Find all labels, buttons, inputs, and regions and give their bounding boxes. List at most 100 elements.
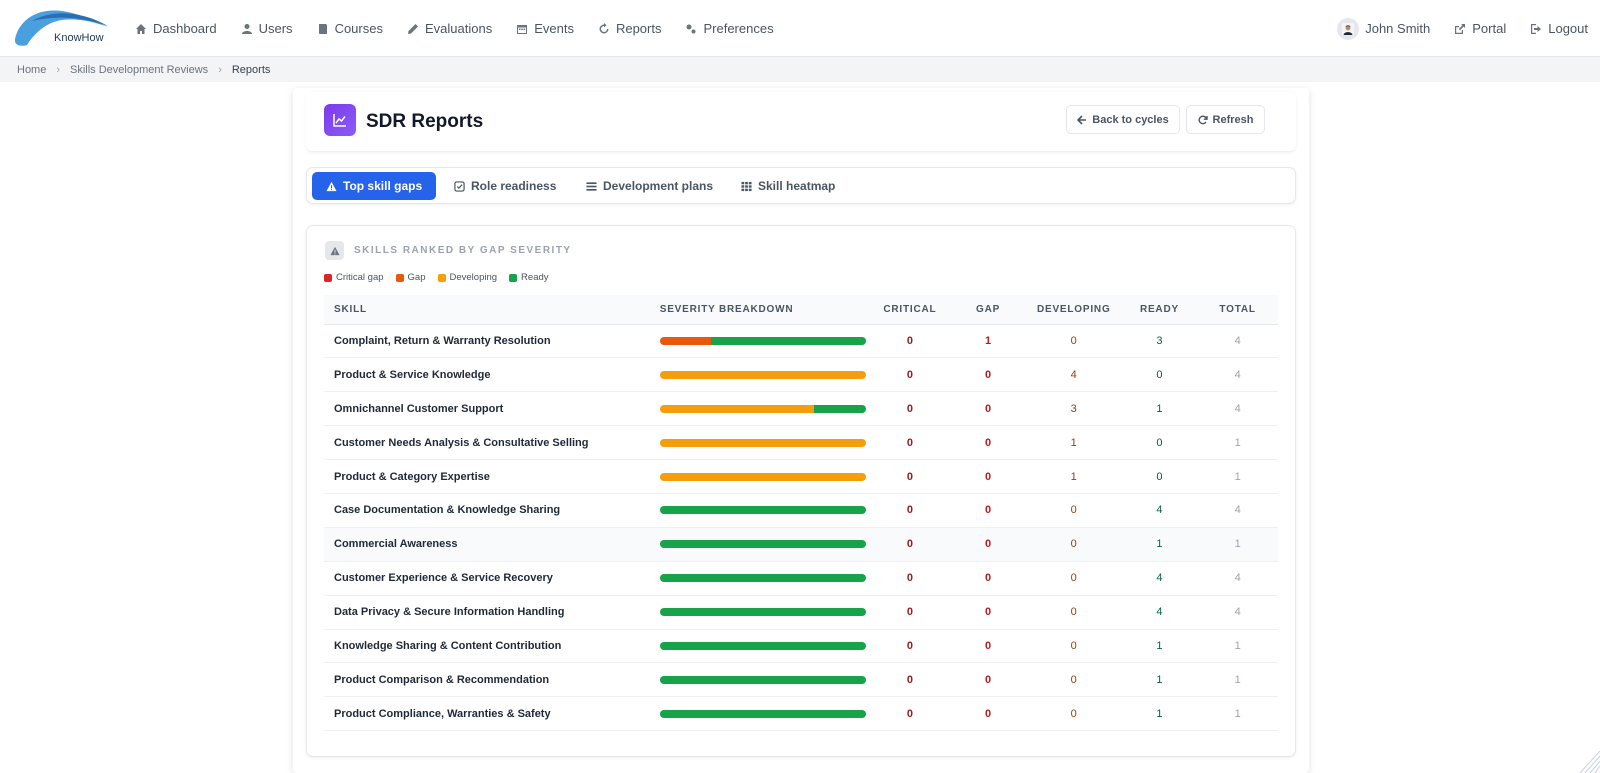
cell-gap: 0 xyxy=(950,595,1026,630)
gap-segment xyxy=(659,336,712,345)
legend-label: Ready xyxy=(521,272,549,283)
table-row[interactable]: Commercial Awareness 0 0 0 1 1 xyxy=(324,527,1278,562)
external-link-icon xyxy=(1455,23,1466,34)
chart-line-icon xyxy=(324,104,356,136)
nav-users[interactable]: Users xyxy=(241,21,293,36)
tab-development-plans[interactable]: Development plans xyxy=(586,172,713,200)
nav-dashboard[interactable]: Dashboard xyxy=(135,21,217,36)
col-gap[interactable]: GAP xyxy=(950,295,1026,325)
nav-courses[interactable]: Courses xyxy=(317,21,383,36)
cell-skill: Omnichannel Customer Support xyxy=(324,391,650,427)
table-row[interactable]: Customer Experience & Service Recovery 0 0… xyxy=(324,561,1278,596)
col-critical[interactable]: CRITICAL xyxy=(869,295,951,325)
user-icon xyxy=(241,23,252,34)
table-row[interactable]: Knowledge Sharing & Content Contribution… xyxy=(324,629,1278,664)
tab-role-readiness[interactable]: Role readiness xyxy=(454,172,556,200)
cell-skill: Product & Service Knowledge xyxy=(324,357,650,393)
page-title: SDR Reports xyxy=(366,111,484,132)
cell-skill: Case Documentation & Knowledge Sharing xyxy=(324,493,650,528)
cell-ready: 4 xyxy=(1121,595,1198,630)
book-icon xyxy=(318,23,327,34)
section-header: SKILLS RANKED BY GAP SEVERITY xyxy=(325,241,572,260)
breadcrumb-home[interactable]: Home xyxy=(17,63,47,76)
nav-reports[interactable]: Reports xyxy=(598,21,662,36)
cell-gap: 0 xyxy=(950,493,1026,528)
main-panel: SDR Reports Back to cycles Refresh Top s… xyxy=(293,88,1309,773)
refresh-icon xyxy=(599,22,609,33)
table-row[interactable]: Complaint, Return & Warranty Resolution 0… xyxy=(324,324,1278,359)
table-row[interactable]: Product Comparison & Recommendation 0 0 0 1 1 xyxy=(324,662,1278,698)
developing-segment xyxy=(659,404,815,413)
table-row[interactable]: Product & Service Knowledge 0 0 4 0 4 xyxy=(324,357,1278,393)
user-menu[interactable]: John Smith xyxy=(1337,17,1430,40)
cell-severity-breakdown xyxy=(649,425,870,461)
cell-total: 1 xyxy=(1197,425,1278,461)
breadcrumb-separator: › xyxy=(218,63,222,76)
cell-critical: 0 xyxy=(869,561,951,596)
tab-top-skill-gaps[interactable]: Top skill gaps xyxy=(312,172,437,200)
breadcrumb-sdr[interactable]: Skills Development Reviews xyxy=(70,63,209,76)
logout-icon xyxy=(1531,23,1542,34)
table-row[interactable]: Data Privacy & Secure Information Handli… xyxy=(324,595,1278,630)
cell-skill: Commercial Awareness xyxy=(324,527,650,562)
cell-critical: 0 xyxy=(869,425,951,461)
cell-skill: Customer Needs Analysis & Consultative S… xyxy=(324,425,650,461)
cell-critical: 0 xyxy=(869,662,951,698)
portal-label: Portal xyxy=(1472,21,1507,36)
cell-ready: 0 xyxy=(1121,425,1198,461)
nav-events-label: Events xyxy=(534,21,574,36)
knowhow-logo[interactable]: KnowHow xyxy=(12,7,112,49)
nav-events[interactable]: Events xyxy=(516,21,574,36)
cell-severity-breakdown xyxy=(649,561,870,596)
warning-icon xyxy=(325,241,344,260)
cell-severity-breakdown xyxy=(649,696,870,732)
cell-severity-breakdown xyxy=(649,629,870,664)
arrow-left-icon xyxy=(1077,114,1087,125)
table-row[interactable]: Product Compliance, Warranties & Safety 0… xyxy=(324,696,1278,732)
nav-preferences[interactable]: Preferences xyxy=(685,21,774,36)
nav-evaluations[interactable]: Evaluations xyxy=(407,21,492,36)
col-skill[interactable]: SKILL xyxy=(324,295,650,325)
back-to-cycles-button[interactable]: Back to cycles xyxy=(1066,105,1180,134)
refresh-button[interactable]: Refresh xyxy=(1186,105,1265,134)
table-row[interactable]: Product & Category Expertise 0 0 1 0 1 xyxy=(324,459,1278,494)
legend-ready: Ready xyxy=(509,272,549,283)
cell-total: 4 xyxy=(1197,595,1278,630)
warning-icon xyxy=(326,181,337,191)
cell-gap: 0 xyxy=(950,629,1026,664)
table-header-row: SKILL SEVERITY BREAKDOWN CRITICAL GAP DE… xyxy=(324,295,1278,325)
section-title: SKILLS RANKED BY GAP SEVERITY xyxy=(354,245,572,256)
severity-bar xyxy=(659,438,866,447)
severity-bar xyxy=(659,370,866,379)
breadcrumb-current: Reports xyxy=(231,63,271,76)
legend-swatch xyxy=(509,273,518,282)
cell-gap: 0 xyxy=(950,662,1026,698)
col-developing[interactable]: DEVELOPING xyxy=(1025,295,1122,325)
cell-ready: 1 xyxy=(1121,662,1198,698)
nav-reports-label: Reports xyxy=(615,21,662,36)
back-label: Back to cycles xyxy=(1092,113,1169,126)
col-total[interactable]: TOTAL xyxy=(1197,295,1278,325)
cell-skill: Product & Category Expertise xyxy=(324,459,650,494)
cell-skill: Product Comparison & Recommendation xyxy=(324,662,650,698)
ready-segment xyxy=(711,336,866,345)
ready-segment xyxy=(659,709,866,718)
table-row[interactable]: Customer Needs Analysis & Consultative S… xyxy=(324,425,1278,461)
tab-label: Top skill gaps xyxy=(343,179,423,193)
cell-gap: 0 xyxy=(950,357,1026,393)
pencil-icon xyxy=(407,23,418,34)
cell-ready: 1 xyxy=(1121,629,1198,664)
svg-text:KnowHow: KnowHow xyxy=(54,32,104,44)
severity-bar xyxy=(659,574,866,583)
cell-total: 1 xyxy=(1197,629,1278,664)
portal-link[interactable]: Portal xyxy=(1454,21,1506,36)
cell-ready: 1 xyxy=(1121,527,1198,562)
col-ready[interactable]: READY xyxy=(1121,295,1198,325)
cell-critical: 0 xyxy=(869,527,951,562)
table-row[interactable]: Omnichannel Customer Support 0 0 3 1 4 xyxy=(324,391,1278,427)
tab-skill-heatmap[interactable]: Skill heatmap xyxy=(741,172,835,200)
logout-link[interactable]: Logout xyxy=(1530,21,1588,36)
cell-ready: 1 xyxy=(1121,696,1198,732)
table-row[interactable]: Case Documentation & Knowledge Sharing 0 0… xyxy=(324,493,1278,528)
legend-gap: Gap xyxy=(395,272,426,283)
